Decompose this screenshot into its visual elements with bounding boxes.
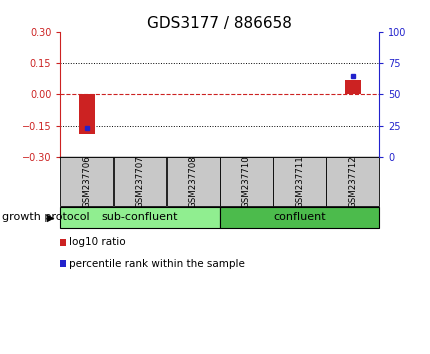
Text: GSM237708: GSM237708 <box>188 155 197 208</box>
FancyBboxPatch shape <box>219 157 272 206</box>
Bar <box>79 94 95 134</box>
Title: GDS3177 / 886658: GDS3177 / 886658 <box>147 16 292 31</box>
Text: GSM237707: GSM237707 <box>135 155 144 208</box>
FancyBboxPatch shape <box>114 157 166 206</box>
Text: growth protocol: growth protocol <box>2 212 89 222</box>
FancyBboxPatch shape <box>219 207 378 228</box>
Text: GSM237706: GSM237706 <box>82 155 91 208</box>
Text: confluent: confluent <box>273 212 325 222</box>
Text: GSM237711: GSM237711 <box>295 155 303 208</box>
Text: sub-confluent: sub-confluent <box>101 212 178 222</box>
Text: percentile rank within the sample: percentile rank within the sample <box>69 258 244 269</box>
FancyBboxPatch shape <box>60 157 113 206</box>
FancyBboxPatch shape <box>166 157 219 206</box>
Text: ▶: ▶ <box>46 212 54 222</box>
Text: log10 ratio: log10 ratio <box>69 237 125 247</box>
Text: GSM237712: GSM237712 <box>347 155 356 208</box>
FancyBboxPatch shape <box>273 157 325 206</box>
FancyBboxPatch shape <box>326 157 378 206</box>
Text: GSM237710: GSM237710 <box>241 155 250 208</box>
FancyBboxPatch shape <box>60 207 219 228</box>
Bar <box>344 80 360 94</box>
